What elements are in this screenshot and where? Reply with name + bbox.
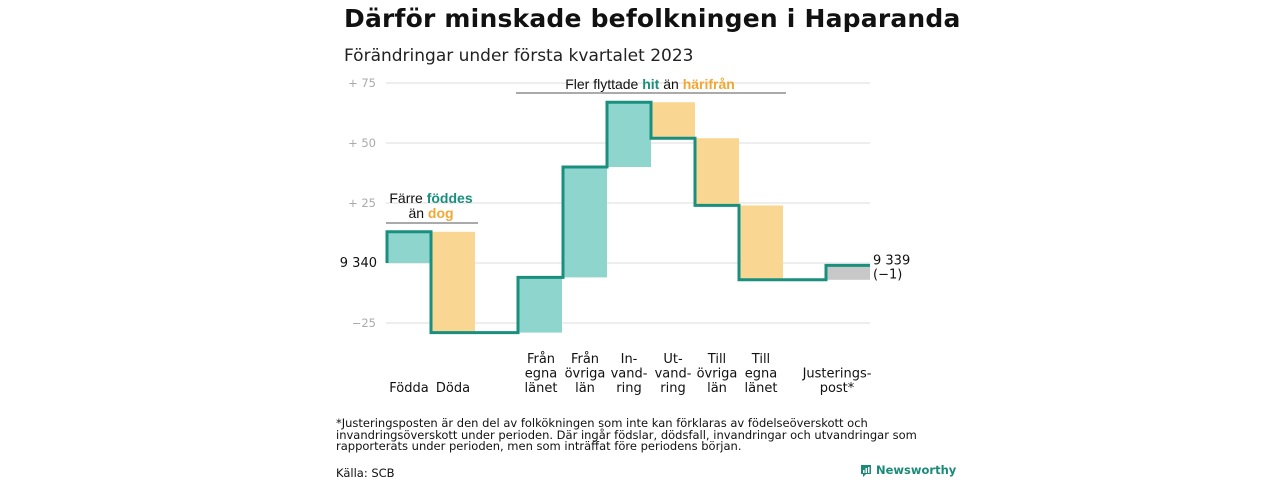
waterfall-bar (695, 138, 739, 206)
x-category-label: ring (660, 381, 685, 396)
annotation-births-deaths: än dog (408, 205, 453, 221)
cumulative-step-line (385, 100, 870, 335)
end-change-label: (−1) (873, 267, 902, 282)
chart-subtitle: Förändringar under första kvartalet 2023 (344, 46, 694, 66)
x-category-label: län (575, 381, 595, 396)
x-category-label: länet (525, 381, 558, 396)
source-label: Källa: SCB (336, 466, 395, 480)
brand-logo: Newsworthy (860, 463, 956, 477)
x-category-label: övriga (565, 367, 606, 382)
x-category-label: Till (751, 352, 770, 367)
waterfall-bar (518, 277, 562, 333)
waterfall-bar (431, 231, 475, 333)
baseline-label: 9 340 (340, 256, 377, 271)
x-category-label: In- (621, 352, 638, 367)
x-category-label: länet (745, 381, 778, 396)
waterfall-bar (387, 231, 431, 263)
x-category-label: post* (820, 381, 855, 396)
x-category-label: vand- (611, 367, 648, 382)
x-category-label: Födda (389, 381, 428, 396)
footnote: *Justeringsposten är den del av folkökni… (336, 416, 917, 453)
x-category-label: övriga (697, 367, 738, 382)
x-category-label: Från (527, 352, 555, 367)
x-category-label: vand- (655, 367, 692, 382)
chart-title: Därför minskade befolkningen i Haparanda (344, 4, 961, 33)
x-category-label: Från (571, 352, 599, 367)
annotation-births-deaths: Färre föddes (389, 190, 472, 206)
waterfall-bar (739, 205, 783, 280)
x-category-label: Till (707, 352, 726, 367)
waterfall-bar (607, 102, 651, 167)
waterfall-bar (563, 167, 607, 278)
y-tick-label: + 50 (348, 136, 376, 150)
x-category-label: Justerings- (802, 367, 872, 382)
newsworthy-logo-icon (861, 464, 871, 477)
brand-name: Newsworthy (876, 463, 957, 477)
y-tick-label: −25 (352, 316, 376, 330)
x-category-label: Döda (436, 381, 470, 396)
annotation-migration: Fler flyttade hit än härifrån (565, 76, 735, 92)
x-category-label: län (707, 381, 727, 396)
end-value-label: 9 339 (873, 253, 910, 268)
x-category-label: egna (745, 367, 777, 382)
y-tick-label: + 75 (348, 76, 376, 90)
waterfall-bar (826, 265, 870, 280)
x-category-label: Ut- (663, 352, 683, 367)
y-tick-label: + 25 (348, 196, 376, 210)
waterfall-bar (651, 102, 695, 139)
x-category-label: egna (525, 367, 557, 382)
x-category-label: ring (616, 381, 641, 396)
